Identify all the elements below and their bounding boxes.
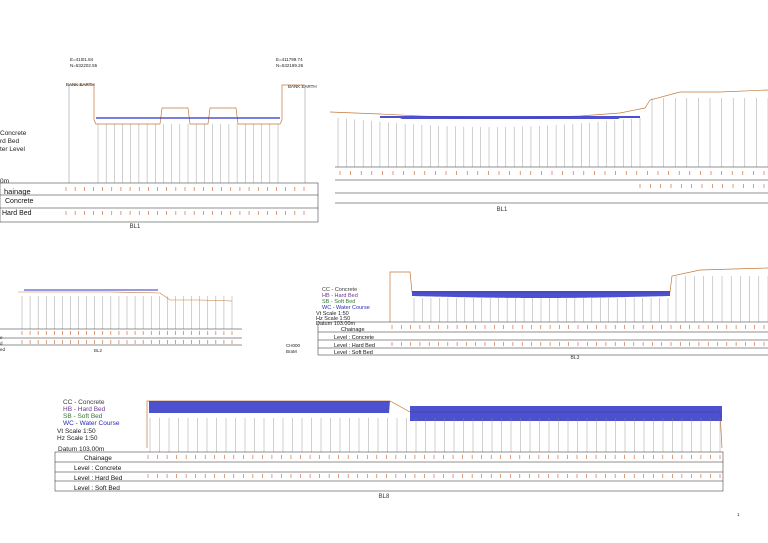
bl3-legend-wc: WC - Water Course — [322, 305, 370, 311]
bl8-row-concrete: Level : Concrete — [74, 465, 122, 472]
bl1-bank-left-label: BANK EARTH — [66, 82, 95, 87]
bl1-legend-water-level: ter Level — [0, 146, 25, 153]
bl3-legend-hb: HB - Hard Bed — [322, 293, 358, 299]
bl8-row-hard-bed: Level : Hard Bed — [74, 475, 123, 482]
bl1-right-section — [329, 89, 768, 204]
bl1-channel-profile — [69, 84, 305, 125]
bl8-legend-cc: CC - Concrete — [63, 399, 105, 406]
bl1-row-concrete: Concrete — [5, 198, 34, 205]
bl2-row-2: d — [0, 341, 3, 346]
bl8-row-soft-bed: Level : Soft Bed — [74, 485, 120, 492]
bl3-water-fill — [412, 291, 670, 298]
bl1-data-table — [0, 182, 319, 223]
bl3-caption: BL3 — [570, 355, 580, 361]
bl3-legend-cc: CC - Concrete — [322, 287, 358, 293]
bl1-legend-concrete: Concrete — [0, 130, 27, 137]
bl2-side-top: CH000 — [286, 343, 301, 348]
bl3-row-hard-bed: Level : Hard Bed — [334, 343, 375, 349]
bl1-left-section — [0, 84, 319, 223]
bl8-water-fill-right — [410, 406, 722, 421]
bl3-hz-scale: Hz Scale 1:50 — [316, 316, 351, 322]
bl8-caption: BL8 — [378, 494, 390, 500]
bl1r-water-fill — [380, 116, 640, 119]
bl8-datum: Datum 103.00m — [58, 446, 105, 453]
bl3-row-concrete: Level : Concrete — [334, 335, 375, 341]
bl2-caption: BL2 — [93, 348, 102, 353]
bl3-datum: Datum 103.00m — [316, 321, 356, 327]
bl1-row-chainage: hainage — [4, 187, 31, 196]
bl2-side-bottom: BraM — [286, 349, 297, 354]
bl2-row-3: ed — [0, 347, 6, 352]
bl1-coord-left-n: N=532202.55 — [70, 63, 98, 68]
bl1-coord-right-e: E=411799.74 — [276, 57, 303, 62]
bl1-legend-hard-bed: rd Bed — [0, 138, 20, 145]
bl1r-ground-profile — [329, 89, 768, 119]
page-number: 1 — [737, 512, 740, 517]
bl8-legend-wc: WC - Water Course — [63, 420, 120, 427]
bl8-section — [54, 400, 724, 492]
bl8-vt-scale: Vt Scale 1:50 — [57, 428, 96, 435]
bl1-bank-right-label: BANK EARTH — [288, 84, 317, 89]
bl8-data-table — [54, 451, 724, 492]
bl3-vt-scale: Vt Scale 1:50 — [316, 311, 349, 317]
bl2-left-section — [0, 289, 242, 346]
bl2-row-1: e — [0, 335, 3, 340]
bl8-row-chainage: Chainage — [84, 455, 112, 462]
bl8-hz-scale: Hz Scale 1:50 — [57, 435, 98, 442]
bl1-row-hard-bed: Hard Bed — [2, 210, 32, 217]
bl1-coord-left-e: E=41I01.84 — [70, 57, 94, 62]
bl8-water-fill-left — [149, 401, 390, 413]
bl1-left-caption: BL1 — [129, 224, 141, 230]
bl2-ground-profile — [18, 291, 233, 302]
bl8-legend-sb: SB - Soft Bed — [63, 413, 103, 420]
bl1-datum: 0m — [0, 178, 10, 185]
bl1-coord-right-n: N=532189.26 — [276, 63, 304, 68]
bl1-right-caption: BL1 — [496, 207, 508, 213]
bl3-row-chainage: Chainage — [341, 327, 365, 333]
bl3-row-soft-bed: Level : Soft Bed — [334, 350, 373, 356]
bl8-legend-hb: HB - Hard Bed — [63, 406, 106, 413]
bl3-section — [317, 267, 768, 356]
bl3-legend-sb: SB - Soft Bed — [322, 299, 356, 305]
